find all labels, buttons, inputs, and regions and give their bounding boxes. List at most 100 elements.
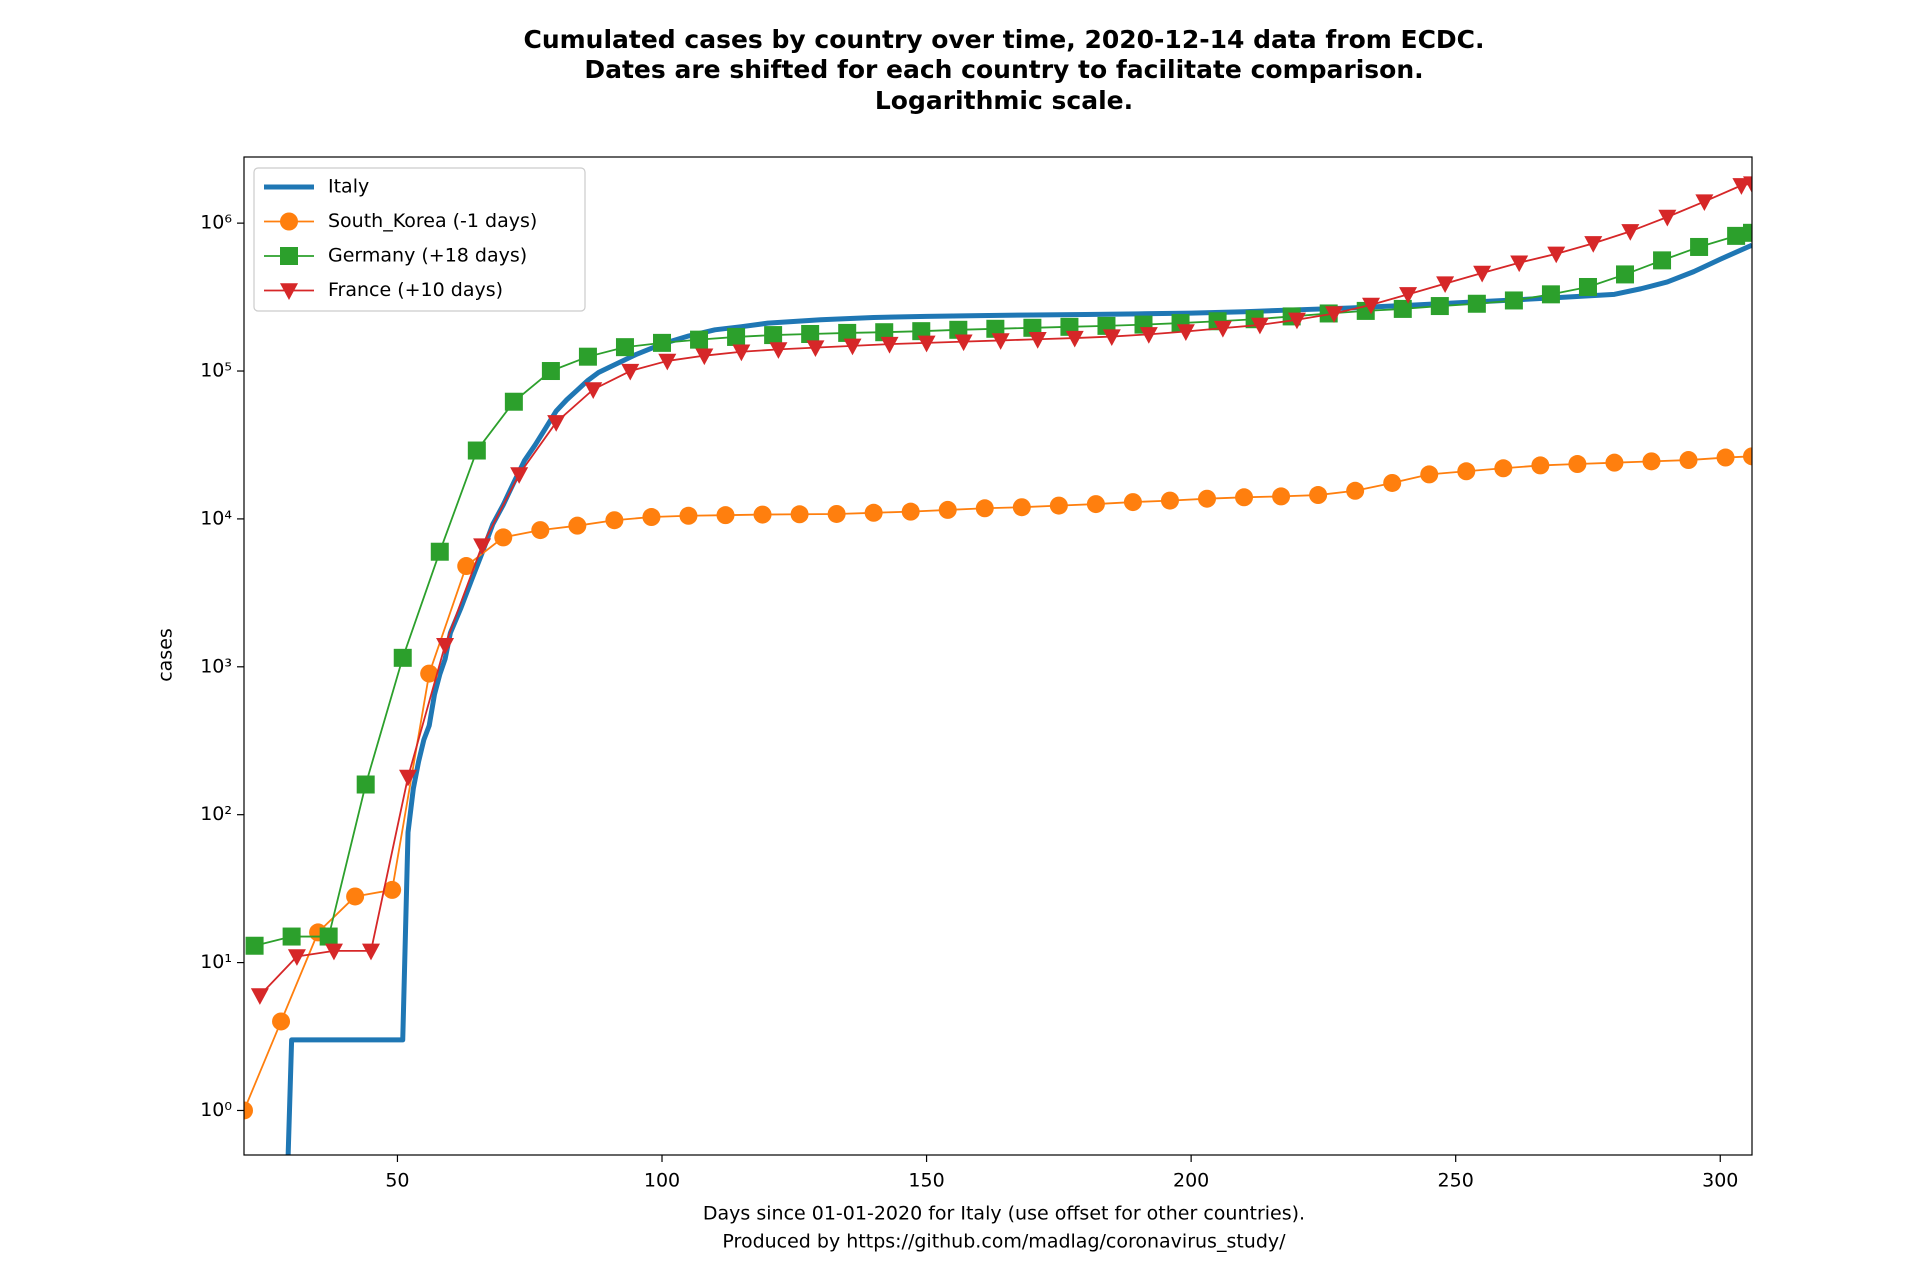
data-point — [1160, 491, 1179, 510]
data-point — [282, 927, 301, 946]
data-point — [790, 505, 809, 524]
data-point — [1510, 255, 1529, 273]
data-point — [244, 1101, 253, 1120]
data-point — [250, 988, 269, 1005]
data-point — [1123, 493, 1142, 512]
data-point — [1065, 330, 1084, 348]
data-point — [605, 511, 624, 530]
y-tick-label: 10¹ — [200, 951, 232, 973]
data-point — [1547, 246, 1566, 264]
data-point — [531, 521, 550, 540]
data-point — [1541, 285, 1560, 304]
data-point — [1690, 237, 1709, 256]
data-point — [457, 557, 476, 576]
x-tick-label: 200 — [1173, 1170, 1209, 1192]
data-point — [716, 506, 735, 525]
data-point — [732, 344, 751, 362]
data-point — [764, 326, 783, 345]
data-point — [1250, 317, 1269, 335]
data-point — [954, 334, 973, 352]
data-point — [806, 340, 825, 358]
x-axis-label: Days since 01-01-2020 for Italy (use off… — [703, 1203, 1305, 1225]
data-point — [383, 880, 402, 899]
data-point — [658, 353, 677, 371]
data-point — [1732, 178, 1751, 195]
data-point — [1658, 209, 1677, 227]
data-point — [875, 323, 894, 342]
y-tick-label: 10⁴ — [200, 507, 232, 529]
data-point — [1346, 481, 1365, 500]
data-point — [541, 362, 560, 381]
legend-label: Italy — [328, 176, 369, 198]
x-axis-label: Produced by https://github.com/madlag/co… — [722, 1231, 1286, 1253]
data-point — [621, 363, 640, 381]
y-tick-label: 10⁵ — [200, 360, 232, 382]
data-point — [1716, 448, 1735, 467]
data-point — [727, 327, 746, 346]
data-point — [1362, 297, 1381, 315]
data-point — [1324, 306, 1343, 323]
data-point — [695, 348, 714, 366]
data-point — [938, 500, 957, 519]
data-point — [1743, 223, 1752, 242]
data-point — [1568, 455, 1587, 474]
data-point — [1642, 452, 1661, 471]
data-point — [1049, 496, 1068, 515]
chart-title: Cumulated cases by country over time, 20… — [523, 25, 1484, 54]
data-point — [901, 502, 920, 521]
data-point — [1616, 265, 1635, 284]
data-point — [917, 335, 936, 353]
legend-marker — [280, 283, 298, 300]
data-point — [679, 506, 698, 525]
data-point — [473, 538, 492, 556]
y-tick-label: 10⁰ — [200, 1099, 232, 1121]
data-point — [504, 392, 523, 411]
data-point — [1399, 287, 1418, 304]
data-point — [245, 936, 264, 955]
data-point — [467, 441, 486, 460]
data-point — [1605, 453, 1624, 472]
data-point — [864, 503, 883, 522]
data-point — [838, 323, 857, 342]
plot-area — [244, 176, 1752, 1155]
data-point — [1531, 456, 1550, 475]
data-point — [324, 943, 343, 961]
data-point — [843, 338, 862, 356]
series-line — [259, 182, 1752, 997]
data-point — [393, 648, 412, 667]
data-point — [346, 887, 365, 906]
data-point — [1743, 447, 1752, 466]
data-point — [547, 415, 566, 432]
legend-label: Germany (+18 days) — [328, 245, 527, 267]
data-point — [1028, 332, 1047, 349]
data-point — [1504, 291, 1523, 310]
data-point — [1086, 495, 1105, 514]
legend-box — [253, 167, 586, 312]
data-point — [642, 508, 661, 527]
y-axis-label: cases — [155, 628, 177, 682]
data-point — [1176, 324, 1195, 341]
data-point — [949, 320, 968, 339]
data-point — [1653, 251, 1672, 270]
data-point — [690, 330, 709, 349]
x-tick-label: 300 — [1702, 1170, 1738, 1192]
data-point — [1457, 462, 1476, 481]
data-point — [1578, 277, 1597, 296]
y-tick-label: 10² — [200, 803, 232, 825]
data-point — [1584, 236, 1603, 253]
data-point — [1727, 226, 1746, 245]
data-point — [1420, 465, 1439, 484]
data-point — [1213, 320, 1232, 338]
data-point — [769, 342, 788, 359]
data-point — [399, 769, 418, 787]
data-point — [510, 467, 529, 484]
data-point — [1287, 312, 1306, 330]
data-point — [1393, 299, 1412, 318]
plot-frame — [243, 156, 1753, 1156]
data-point — [436, 637, 455, 655]
data-point — [1679, 451, 1698, 470]
data-point — [1198, 489, 1217, 508]
x-tick-label: 250 — [1438, 1170, 1474, 1192]
legend-label: France (+10 days) — [328, 279, 503, 301]
